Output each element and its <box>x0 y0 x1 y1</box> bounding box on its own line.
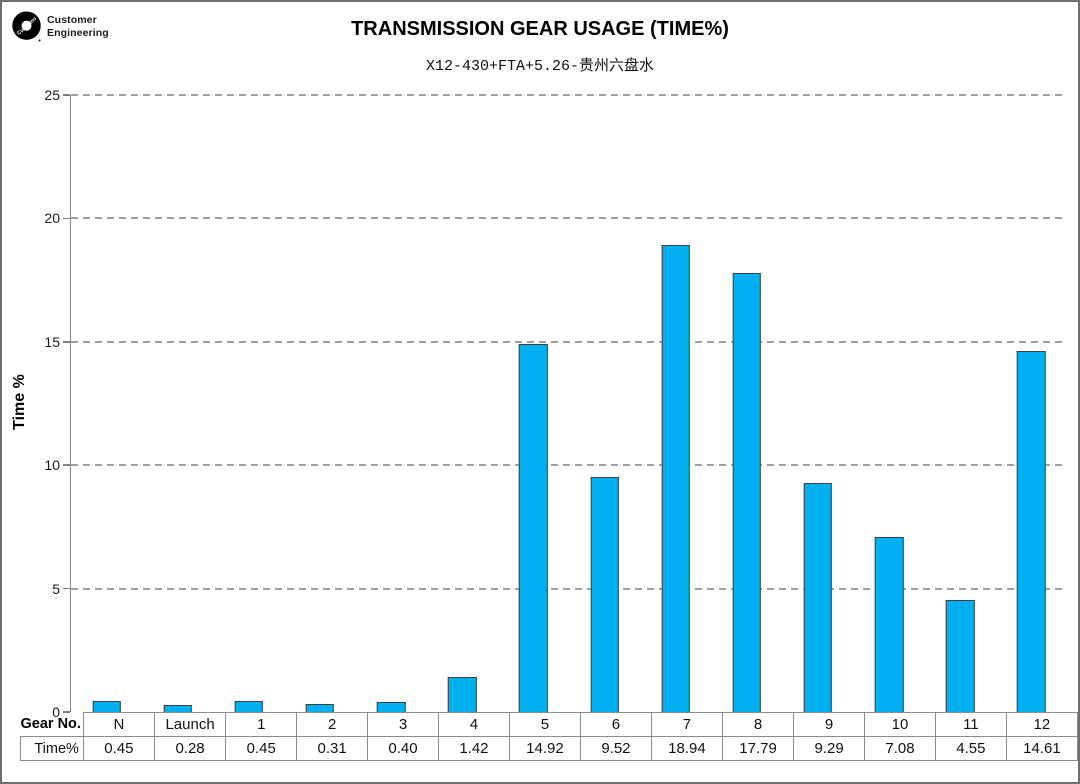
logo-department-label: Customer Engineering <box>47 14 109 40</box>
bar-N <box>92 700 121 712</box>
logo-dept-line2: Engineering <box>47 27 109 39</box>
value-cell-6: 9.52 <box>579 736 652 761</box>
bar-Launch <box>163 705 192 712</box>
bar-column-11 <box>925 95 996 712</box>
gear-cell-2: 2 <box>296 712 369 737</box>
gear-cell-9: 9 <box>793 712 866 737</box>
bar-column-Launch <box>142 95 213 712</box>
value-cell-5: 14.92 <box>508 736 581 761</box>
bar-column-10 <box>854 95 925 712</box>
gridline-20 <box>71 217 1067 220</box>
bar-column-N <box>71 95 142 712</box>
bar-column-1 <box>213 95 284 712</box>
value-cell-8: 17.79 <box>721 736 795 761</box>
bar-10 <box>874 537 904 712</box>
table-row-values: Time% 0.45 0.28 0.45 0.31 0.40 1.42 14.92 9.52 18… <box>20 736 1078 761</box>
y-tick-mark-15 <box>62 341 70 343</box>
gear-cell-3: 3 <box>367 712 439 737</box>
bar-column-3 <box>356 95 427 712</box>
gear-cell-5: 5 <box>508 712 581 737</box>
gear-cell-4: 4 <box>437 712 510 737</box>
cummins-logo: Cummins Customer Engineering <box>12 11 109 42</box>
gear-cell-N: N <box>82 712 155 737</box>
table-corner-label: Gear No. <box>20 716 81 733</box>
chart-subtitle: X12-430+FTA+5.26-贵州六盘水 <box>425 58 655 75</box>
series-row-header: Time% <box>20 736 84 761</box>
bar-8 <box>732 272 762 712</box>
value-cell-10: 7.08 <box>864 736 936 761</box>
value-cell-1: 0.45 <box>225 736 298 761</box>
bar-column-2 <box>284 95 355 712</box>
y-tick-mark-0 <box>62 711 70 713</box>
value-cell-12: 14.61 <box>1005 736 1078 761</box>
y-tick-label-15: 15 <box>44 333 60 350</box>
bar-4 <box>448 676 477 712</box>
value-cell-2: 0.31 <box>296 736 369 761</box>
y-tick-mark-5 <box>62 587 70 590</box>
plot-area <box>62 94 1067 713</box>
gridline-15 <box>71 340 1067 343</box>
bar-column-6 <box>569 95 640 712</box>
bar-7 <box>661 244 690 712</box>
gridline-25 <box>71 94 1067 96</box>
bar-12 <box>1017 351 1046 712</box>
bar-9 <box>803 482 833 712</box>
bar-column-12 <box>996 95 1067 712</box>
gridline-10 <box>71 464 1067 467</box>
bar-column-7 <box>640 95 711 712</box>
y-tick-mark-10 <box>62 464 70 466</box>
cummins-c-icon: Cummins <box>12 11 41 42</box>
value-cell-3: 0.40 <box>367 736 439 761</box>
gear-cell-7: 7 <box>650 712 724 737</box>
data-table: Gear No. N Launch 1 2 3 4 5 6 7 8 9 10 11 12 Time% 0.45 0… <box>20 712 1078 761</box>
y-tick-label-0: 0 <box>52 704 60 720</box>
value-cell-9: 9.29 <box>793 736 866 761</box>
bar-11 <box>946 599 975 712</box>
gear-cell-8: 8 <box>721 712 795 737</box>
gear-cell-10: 10 <box>864 712 936 737</box>
bar-2 <box>305 704 335 712</box>
y-tick-mark-20 <box>62 217 70 220</box>
bar-3 <box>376 702 406 712</box>
gear-cell-1: 1 <box>225 712 298 737</box>
gear-cell-Launch: Launch <box>153 712 227 737</box>
bar-6 <box>590 477 619 712</box>
bar-column-4 <box>427 95 498 712</box>
y-axis-title: Time % <box>11 374 28 430</box>
y-tick-label-20: 20 <box>44 210 60 227</box>
bar-5 <box>519 343 548 712</box>
bar-column-8 <box>711 95 782 712</box>
bar-column-5 <box>498 95 569 712</box>
y-tick-label-10: 10 <box>44 457 60 474</box>
table-row-gears: Gear No. N Launch 1 2 3 4 5 6 7 8 9 10 11 12 <box>20 712 1078 737</box>
value-cell-Launch: 0.28 <box>153 736 227 761</box>
value-cell-11: 4.55 <box>934 736 1007 761</box>
gridline-5 <box>71 587 1067 590</box>
value-cell-N: 0.45 <box>82 736 155 761</box>
bar-column-9 <box>782 95 853 712</box>
chart-title: TRANSMISSION GEAR USAGE (TIME%) <box>351 18 729 40</box>
bar-1 <box>234 700 264 712</box>
y-tick-label-25: 25 <box>44 87 60 103</box>
value-cell-7: 18.94 <box>650 736 724 761</box>
value-cell-4: 1.42 <box>437 736 510 761</box>
gear-cell-6: 6 <box>579 712 652 737</box>
gear-cell-12: 12 <box>1005 712 1078 737</box>
y-tick-mark-25 <box>62 94 70 96</box>
logo-dept-line1: Customer <box>47 14 97 26</box>
gear-cell-11: 11 <box>934 712 1007 737</box>
y-tick-label-5: 5 <box>52 580 60 597</box>
